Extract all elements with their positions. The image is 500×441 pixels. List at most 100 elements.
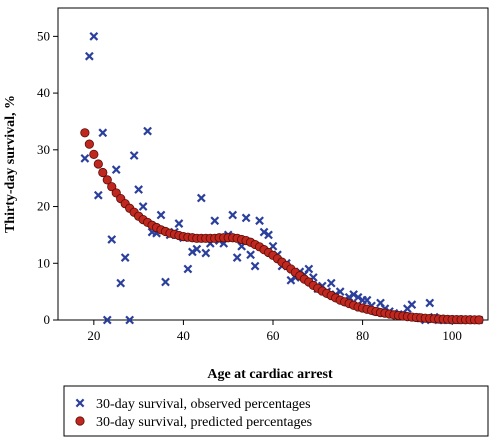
observed-point-stroke xyxy=(326,278,336,288)
legend: 30-day survival, observed percentages 30-… xyxy=(63,385,489,437)
y-tick-label: 0 xyxy=(44,312,51,327)
observed-point xyxy=(84,51,94,61)
observed-point xyxy=(107,235,117,244)
observed-point-stroke xyxy=(161,277,170,287)
observed-point-stroke xyxy=(129,151,139,160)
observed-point-stroke xyxy=(138,202,148,211)
y-tick-label: 30 xyxy=(37,142,50,157)
x-tick-label: 60 xyxy=(267,328,280,343)
observed-point-stroke xyxy=(183,264,193,274)
observed-point xyxy=(125,315,135,325)
observed-point-stroke xyxy=(201,248,211,258)
observed-point xyxy=(201,248,211,258)
observed-point xyxy=(241,213,251,223)
observed-point-stroke xyxy=(102,315,112,325)
observed-point-stroke xyxy=(407,300,417,310)
observed-point xyxy=(232,253,242,262)
observed-point xyxy=(264,230,273,240)
observed-point-stroke xyxy=(250,261,260,271)
observed-point xyxy=(116,278,126,288)
observed-point xyxy=(228,210,238,220)
observed-point xyxy=(353,292,363,302)
observed-point xyxy=(210,216,220,226)
observed-point xyxy=(192,244,202,254)
observed-point-stroke xyxy=(120,253,130,262)
y-axis-ticks: 0 10 20 30 40 50 xyxy=(37,28,58,327)
observed-point-stroke xyxy=(84,51,94,61)
observed-point-stroke xyxy=(98,128,108,138)
observed-point-stroke xyxy=(192,244,202,254)
y-tick-label: 40 xyxy=(37,85,50,100)
observed-point xyxy=(425,298,435,308)
observed-point-stroke xyxy=(143,126,152,136)
observed-point-stroke xyxy=(210,216,220,226)
observed-point xyxy=(286,275,296,285)
observed-point-stroke xyxy=(349,290,359,299)
legend-marker-observed xyxy=(75,398,85,408)
observed-point-stroke xyxy=(232,253,242,262)
predicted-point xyxy=(93,159,103,169)
x-axis-ticks: 20 40 60 80 100 xyxy=(87,320,462,343)
observed-point-stroke xyxy=(425,298,435,308)
observed-point xyxy=(246,250,255,260)
x-axis-title: Age at cardiac arrest xyxy=(207,367,333,382)
observed-point xyxy=(156,210,166,220)
y-tick-label: 10 xyxy=(37,255,50,270)
observed-point-stroke xyxy=(264,230,273,240)
observed-point-stroke xyxy=(116,278,126,288)
observed-point-stroke xyxy=(259,227,269,237)
predicted-point xyxy=(98,167,108,178)
observed-point xyxy=(80,153,90,163)
observed-point-stroke xyxy=(93,190,103,200)
observed-point-stroke xyxy=(107,235,117,244)
observed-point-stroke xyxy=(89,31,99,41)
observed-point-stroke xyxy=(246,250,255,260)
observed-point xyxy=(111,165,121,175)
observed-point xyxy=(98,128,108,138)
observed-point xyxy=(161,277,170,287)
series-layer xyxy=(80,31,484,325)
observed-point xyxy=(102,315,112,325)
observed-point-stroke xyxy=(134,185,144,194)
legend-marker-observed-stroke xyxy=(75,398,85,408)
observed-point-stroke xyxy=(125,315,135,325)
predicted-point xyxy=(102,175,112,185)
observed-point xyxy=(250,261,260,271)
observed-point xyxy=(174,219,184,228)
legend-marker-predicted xyxy=(75,416,85,426)
observed-point xyxy=(259,227,269,237)
predicted-point xyxy=(107,182,117,192)
predicted-point xyxy=(89,149,99,159)
observed-point xyxy=(129,151,139,160)
predicted-point xyxy=(84,139,94,149)
y-axis-title: Thirty-day survival, % xyxy=(3,95,18,233)
observed-point-stroke xyxy=(353,292,363,302)
observed-point xyxy=(196,193,206,203)
observed-point xyxy=(143,126,152,136)
plot-frame xyxy=(57,7,489,321)
x-tick-label: 100 xyxy=(442,328,462,343)
observed-point-stroke xyxy=(111,165,121,175)
observed-point-stroke xyxy=(228,210,238,220)
observed-point xyxy=(349,290,359,299)
observed-point xyxy=(187,247,197,257)
observed-point xyxy=(407,300,417,310)
observed-point xyxy=(304,264,314,274)
legend-label: 30-day survival, observed percentages xyxy=(96,397,311,412)
observed-point-stroke xyxy=(286,275,296,285)
predicted-series xyxy=(80,128,484,325)
observed-series xyxy=(80,31,484,325)
observed-point xyxy=(183,264,193,274)
observed-point-stroke xyxy=(255,216,264,226)
y-tick-label: 50 xyxy=(37,28,50,43)
x-tick-label: 80 xyxy=(356,328,369,343)
observed-point-stroke xyxy=(156,210,166,220)
observed-point xyxy=(255,216,264,226)
observed-point-stroke xyxy=(196,193,206,203)
observed-point xyxy=(120,253,130,262)
legend-items: 30-day survival, observed percentages 30-… xyxy=(75,397,312,430)
legend-label: 30-day survival, predicted percentages xyxy=(96,415,312,430)
observed-point xyxy=(134,185,144,194)
observed-point-stroke xyxy=(187,247,197,257)
